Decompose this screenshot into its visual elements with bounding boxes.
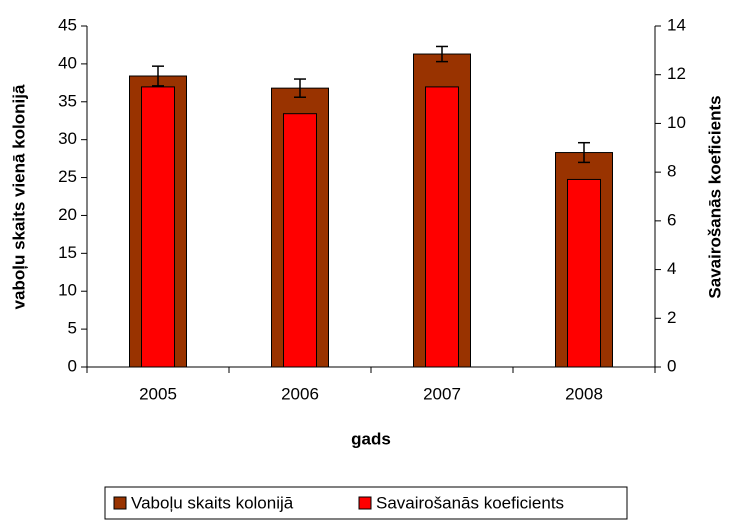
legend-swatch xyxy=(358,496,372,510)
y2-tick-label: 14 xyxy=(667,15,686,34)
y-tick-label: 45 xyxy=(58,15,77,34)
bar xyxy=(425,86,459,368)
x-tick-label: 2008 xyxy=(565,384,603,403)
y-tick-label: 35 xyxy=(58,91,77,110)
y2-axis-title: Savairošanās koeficients xyxy=(705,95,724,298)
y-tick-label: 25 xyxy=(58,167,77,186)
y-tick-label: 20 xyxy=(58,205,77,224)
y-tick-label: 5 xyxy=(68,319,77,338)
error-bar xyxy=(294,78,306,98)
legend-label: Savairošanās koeficients xyxy=(376,493,564,512)
y2-tick-label: 10 xyxy=(667,113,686,132)
bar xyxy=(567,178,601,368)
y-tick-label: 10 xyxy=(58,281,77,300)
error-bar xyxy=(436,45,448,63)
error-bar xyxy=(578,141,590,164)
x-tick-label: 2006 xyxy=(281,384,319,403)
y-tick-label: 30 xyxy=(58,129,77,148)
x-axis-title: gads xyxy=(351,429,391,448)
bar xyxy=(283,113,317,368)
y-tick-label: 0 xyxy=(68,356,77,375)
y-axis-title: vaboļu skaits vienā kolonijā xyxy=(9,84,28,309)
y2-tick-label: 0 xyxy=(667,356,676,375)
y2-tick-label: 8 xyxy=(667,162,676,181)
bar xyxy=(141,86,175,368)
x-tick-label: 2005 xyxy=(139,384,177,403)
y2-tick-label: 4 xyxy=(667,259,676,278)
y2-tick-label: 12 xyxy=(667,64,686,83)
error-bar xyxy=(152,65,164,87)
y-tick-label: 15 xyxy=(58,243,77,262)
y2-tick-label: 2 xyxy=(667,308,676,327)
legend-swatch xyxy=(113,496,127,510)
y-tick-label: 40 xyxy=(58,53,77,72)
legend-label: Vaboļu skaits kolonijā xyxy=(131,493,294,512)
x-tick-label: 2007 xyxy=(423,384,461,403)
y2-tick-label: 6 xyxy=(667,210,676,229)
